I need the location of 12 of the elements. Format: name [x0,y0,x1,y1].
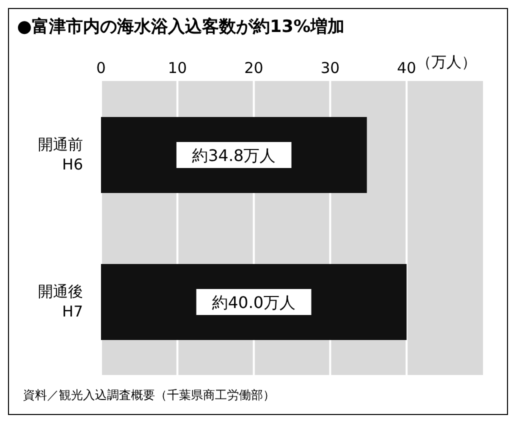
chart-title: ●富津市内の海水浴入込客数が約13%増加 [17,16,345,38]
data-label: 約40.0万人 [212,293,296,312]
x-tick-label: 10 [168,59,187,77]
x-tick-label: 40 [397,59,416,77]
x-tick-label: 20 [244,59,264,77]
y-tick-label: 開通前 H6 [38,136,83,174]
x-axis-title: （万人） [416,53,477,72]
x-tick-label: 30 [320,59,340,77]
text: 資料／観光入込調査概要（千葉県商工労働部） [23,387,275,404]
x-tick-label: 0 [96,59,106,77]
data-label: 約34.8万人 [192,146,276,165]
y-tick-label: 開通後 H7 [38,282,83,320]
